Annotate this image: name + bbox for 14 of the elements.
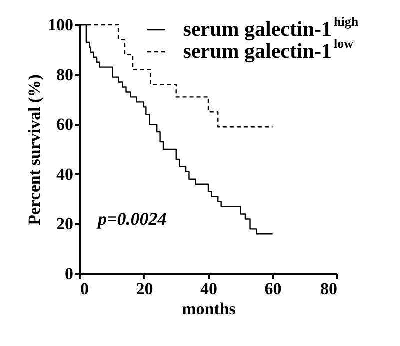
x-tick-label: 80 [320, 280, 338, 298]
x-tick-label: 40 [200, 280, 218, 298]
y-tick-label: 20 [56, 214, 74, 234]
x-tick-label: 20 [136, 280, 154, 298]
y-axis-title: Percent survival (%) [25, 74, 44, 226]
y-tick-label: 80 [56, 65, 74, 84]
x-tick-label: 0 [80, 280, 89, 298]
y-tick-label: 100 [48, 16, 74, 34]
x-tick-label: 60 [264, 280, 282, 298]
annotation: p=0.0024 [96, 209, 167, 229]
y-tick-label: 60 [56, 115, 74, 134]
y-tick-label: 0 [65, 264, 74, 284]
x-axis-title: months [182, 300, 236, 318]
y-tick-label: 40 [56, 164, 74, 184]
